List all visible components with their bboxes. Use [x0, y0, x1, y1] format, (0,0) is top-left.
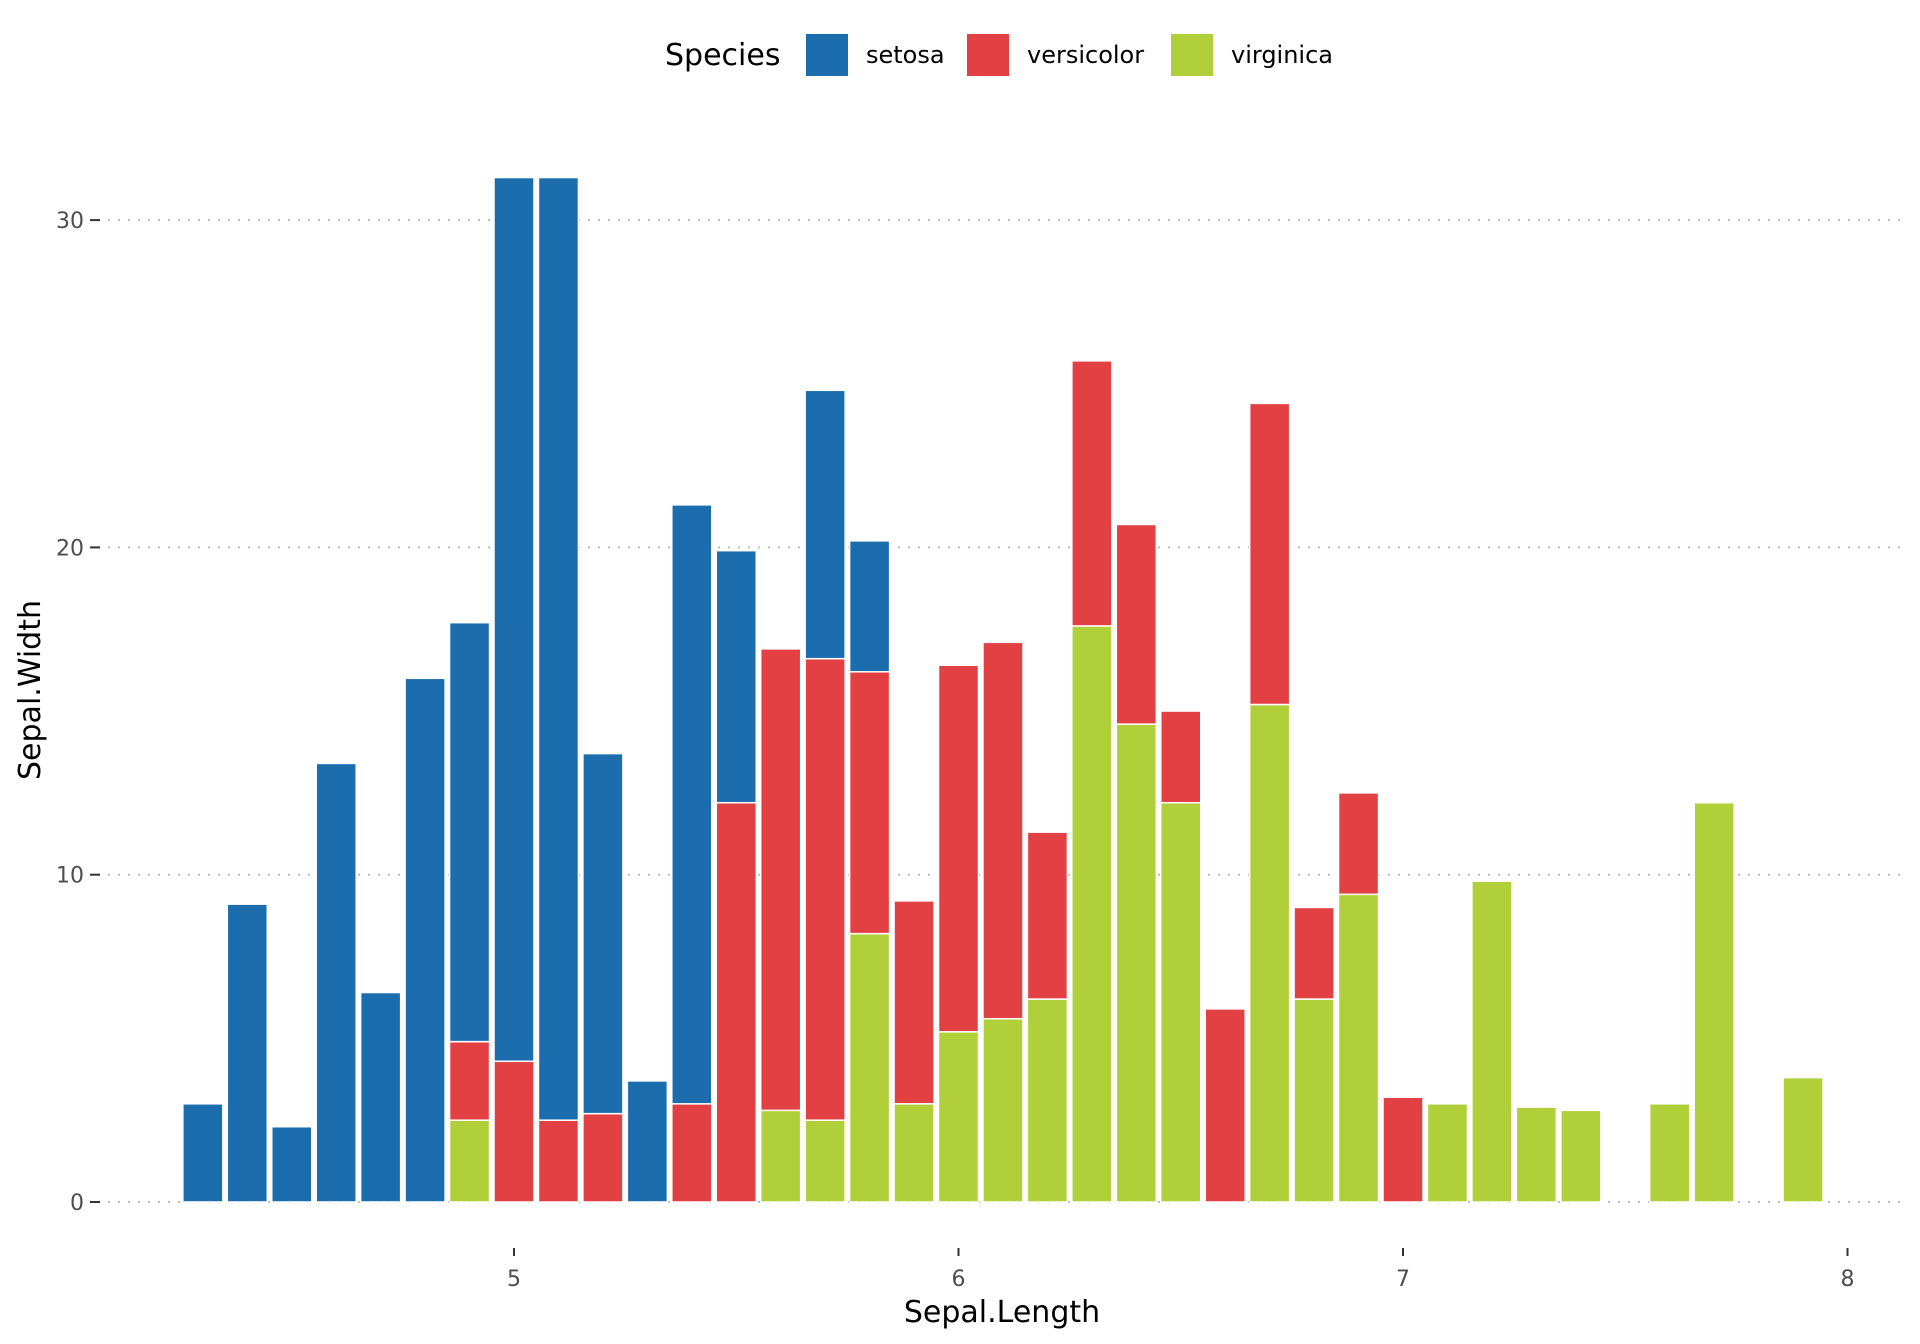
- bar-virginica: [1471, 880, 1513, 1203]
- bar-virginica: [1248, 703, 1291, 1203]
- bar-versicolor: [848, 671, 891, 935]
- bar-setosa: [493, 176, 535, 1063]
- y-axis-title: Sepal.Width: [13, 600, 48, 780]
- y-tick-label: 20: [56, 536, 84, 561]
- x-tick-label: 8: [1841, 1267, 1855, 1292]
- bar-virginica: [1115, 723, 1158, 1203]
- legend-label-setosa: setosa: [866, 41, 945, 69]
- bar-setosa: [715, 549, 757, 804]
- bars: [182, 176, 1824, 1203]
- bar-setosa: [804, 389, 846, 660]
- bar-virginica: [937, 1031, 980, 1203]
- bar-setosa: [626, 1080, 669, 1203]
- bar-virginica: [759, 1109, 802, 1203]
- bar-versicolor: [448, 1040, 491, 1121]
- bar-versicolor: [671, 1103, 713, 1203]
- bar-setosa: [315, 762, 357, 1203]
- bar-setosa: [226, 903, 269, 1203]
- bar-virginica: [1515, 1106, 1558, 1203]
- legend-title: Species: [665, 38, 780, 73]
- bar-virginica: [893, 1103, 935, 1203]
- bar-versicolor: [1204, 1008, 1246, 1203]
- bar-virginica: [448, 1119, 491, 1203]
- bar-virginica: [1026, 998, 1069, 1203]
- bar-versicolor: [893, 900, 935, 1105]
- y-axis: 0 10 20 30: [56, 209, 100, 1216]
- bar-versicolor: [715, 801, 757, 1203]
- bar-virginica: [1293, 998, 1335, 1203]
- bar-virginica: [848, 932, 891, 1203]
- bar-virginica: [1426, 1103, 1469, 1203]
- y-tick-label: 0: [70, 1191, 84, 1216]
- bar-versicolor: [1160, 710, 1202, 804]
- bar-versicolor: [804, 657, 846, 1121]
- bar-setosa: [359, 991, 402, 1203]
- bar-versicolor: [493, 1060, 535, 1203]
- bar-versicolor: [1026, 831, 1069, 1000]
- legend-key-versicolor: [967, 34, 1009, 76]
- y-tick-label: 30: [56, 209, 84, 234]
- bar-virginica: [1782, 1076, 1824, 1203]
- bar-versicolor: [1115, 523, 1158, 725]
- bar-versicolor: [937, 664, 980, 1033]
- x-axis: 5 6 7 8: [507, 1248, 1855, 1292]
- bar-versicolor: [582, 1112, 624, 1203]
- bar-virginica: [1693, 801, 1735, 1203]
- bar-versicolor: [1248, 402, 1291, 706]
- bar-versicolor: [1337, 792, 1380, 896]
- y-tick-label: 10: [56, 864, 84, 889]
- bar-versicolor: [537, 1119, 580, 1203]
- bar-setosa: [404, 677, 446, 1203]
- x-tick-label: 5: [507, 1267, 521, 1292]
- bar-setosa: [582, 752, 624, 1115]
- bar-setosa: [182, 1103, 224, 1203]
- legend: Species setosa versicolor virginica: [665, 34, 1333, 76]
- bar-versicolor: [759, 648, 802, 1112]
- bar-versicolor: [1382, 1096, 1424, 1203]
- legend-label-versicolor: versicolor: [1027, 41, 1144, 69]
- bar-setosa: [271, 1125, 313, 1203]
- bar-virginica: [1648, 1103, 1691, 1203]
- bar-virginica: [982, 1017, 1024, 1203]
- x-tick-label: 7: [1396, 1267, 1410, 1292]
- legend-key-setosa: [806, 34, 848, 76]
- legend-label-virginica: virginica: [1231, 41, 1333, 69]
- x-axis-title: Sepal.Length: [904, 1295, 1100, 1330]
- bar-versicolor: [1071, 360, 1113, 627]
- bar-versicolor: [982, 641, 1024, 1020]
- bar-setosa: [671, 504, 713, 1105]
- x-tick-label: 6: [952, 1267, 966, 1292]
- bar-virginica: [1337, 893, 1380, 1203]
- bar-setosa: [848, 540, 891, 673]
- bar-setosa: [448, 621, 491, 1043]
- bar-versicolor: [1293, 906, 1335, 1000]
- bar-setosa: [537, 176, 580, 1121]
- legend-key-virginica: [1171, 34, 1213, 76]
- bar-virginica: [804, 1119, 846, 1203]
- bar-virginica: [1560, 1109, 1602, 1203]
- bar-virginica: [1071, 625, 1113, 1203]
- bar-virginica: [1160, 801, 1202, 1203]
